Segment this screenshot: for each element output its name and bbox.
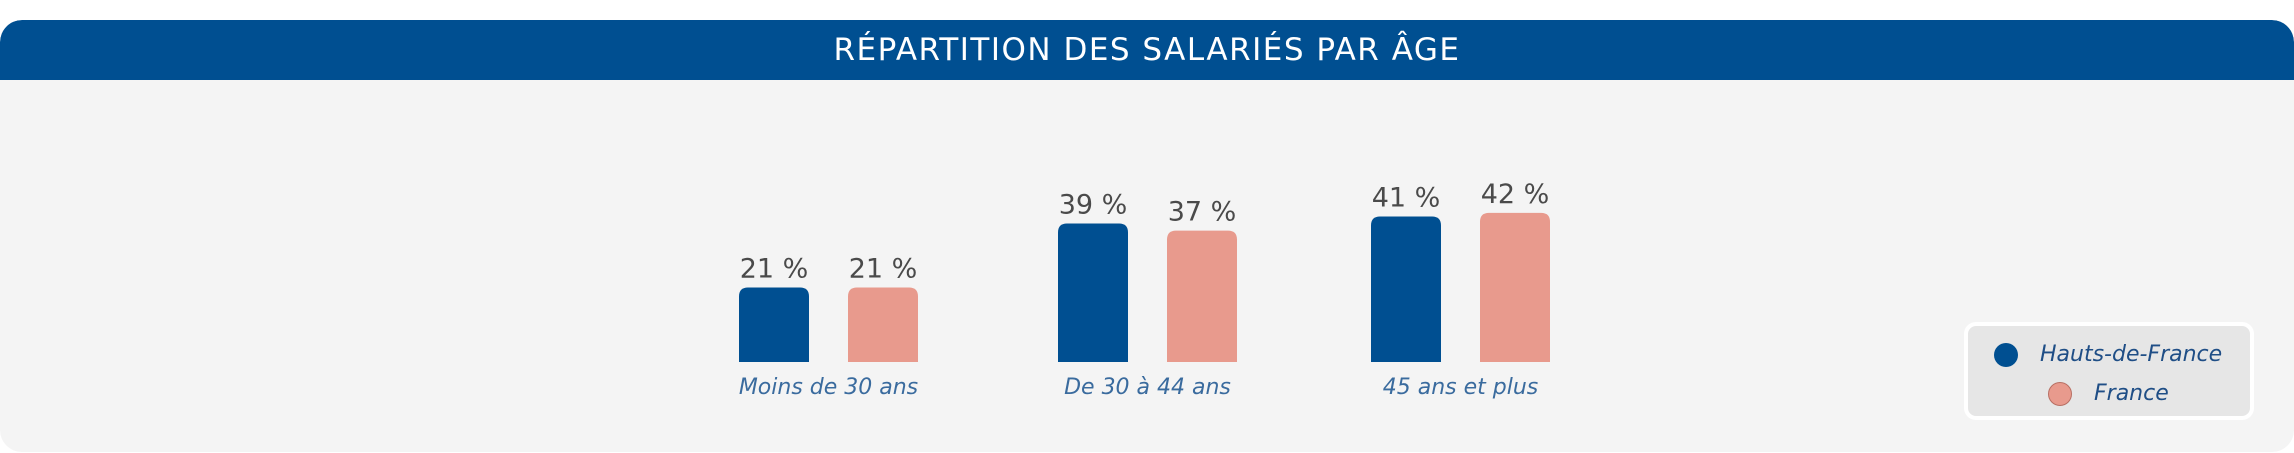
bar-hauts-de-france-45-ans-et-plus xyxy=(1371,216,1441,362)
category-label-moins-de-30-ans: Moins de 30 ans xyxy=(739,375,918,400)
data-label-hauts-de-france-de-30-a-44-ans: 39 % xyxy=(1059,190,1128,221)
chart-title: RÉPARTITION DES SALARIÉS PAR ÂGE xyxy=(833,32,1461,68)
bar-france-45-ans-et-plus xyxy=(1480,212,1550,362)
legend-label-hauts-de-france: Hauts-de-France xyxy=(2040,342,2223,367)
chart-card: RÉPARTITION DES SALARIÉS PAR ÂGE xyxy=(0,20,2294,452)
data-label-france-moins-de-30-ans: 21 % xyxy=(849,253,918,284)
legend-swatch-france xyxy=(2048,381,2072,406)
bar-hauts-de-france-de-30-a-44-ans xyxy=(1058,223,1128,362)
chart-header: RÉPARTITION DES SALARIÉS PAR ÂGE xyxy=(0,20,2294,80)
bar-france-de-30-a-44-ans xyxy=(1167,230,1237,362)
data-label-france-de-30-a-44-ans: 37 % xyxy=(1168,197,1237,228)
data-label-hauts-de-france-45-ans-et-plus: 41 % xyxy=(1372,182,1441,213)
category-label-de-30-a-44-ans: De 30 à 44 ans xyxy=(1064,375,1231,400)
legend-label-france: France xyxy=(2094,381,2169,406)
bar-france-moins-de-30-ans xyxy=(848,287,918,362)
category-label-45-ans-et-plus: 45 ans et plus xyxy=(1383,375,1539,400)
legend-item-france: France xyxy=(2048,381,2169,406)
data-label-france-45-ans-et-plus: 42 % xyxy=(1481,179,1550,210)
legend: Hauts-de-France France xyxy=(1964,322,2254,420)
data-label-hauts-de-france-moins-de-30-ans: 21 % xyxy=(740,253,809,284)
legend-swatch-hauts-de-france xyxy=(1994,342,2018,367)
legend-item-hauts-de-france: Hauts-de-France xyxy=(1994,342,2222,367)
bar-hauts-de-france-moins-de-30-ans xyxy=(739,287,809,362)
